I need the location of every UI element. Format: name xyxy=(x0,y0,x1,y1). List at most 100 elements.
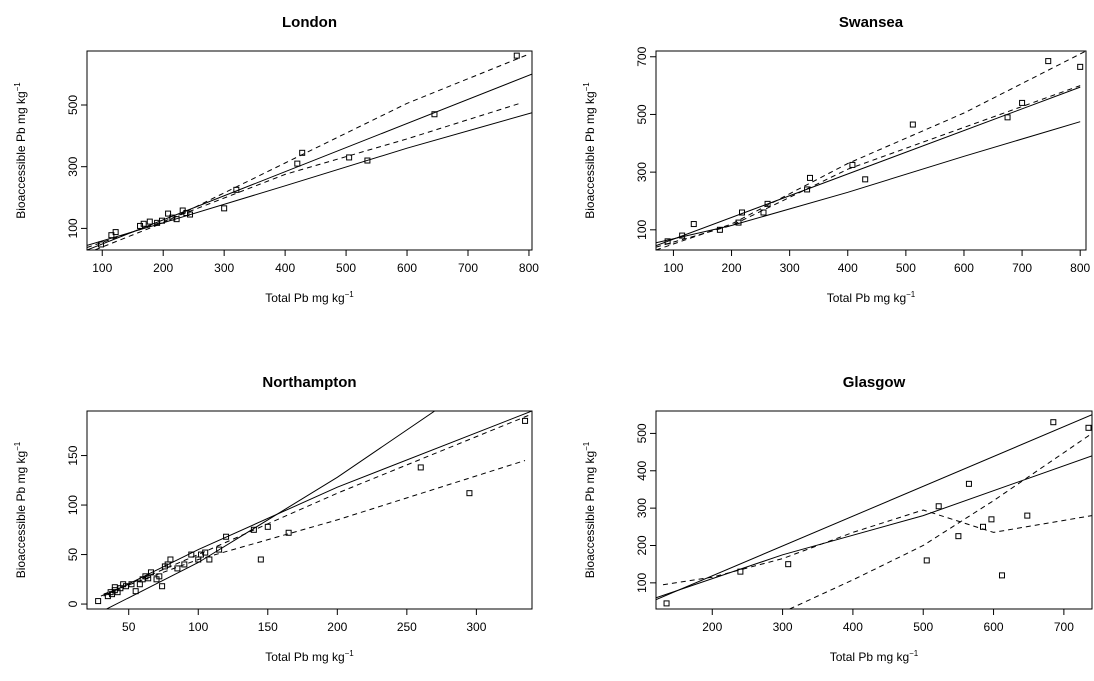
x-axis-label: Total Pb mg kg−1 xyxy=(827,290,916,305)
x-tick-label: 100 xyxy=(188,620,208,634)
x-tick-label: 500 xyxy=(913,620,933,634)
data-point xyxy=(128,581,135,588)
y-axis-label: Bioaccessible Pb mg kg−1 xyxy=(13,441,28,578)
y-tick-label: 150 xyxy=(66,445,80,465)
data-point xyxy=(257,556,264,563)
data-point xyxy=(804,186,811,193)
data-point xyxy=(145,575,152,582)
data-point xyxy=(223,533,230,540)
x-tick-label: 600 xyxy=(954,261,974,275)
y-tick-label: 0 xyxy=(66,600,80,607)
data-point xyxy=(202,549,209,556)
x-tick-label: 400 xyxy=(843,620,863,634)
data-point xyxy=(107,589,114,596)
data-point xyxy=(173,216,180,223)
chart-title: Glasgow xyxy=(843,374,906,391)
x-axis-label: Total Pb mg kg−1 xyxy=(265,649,354,664)
y-axis-label: Bioaccessible Pb mg kg−1 xyxy=(582,82,597,219)
x-tick-label: 200 xyxy=(722,261,742,275)
panel-swansea: Swansea 100 200 300 400 500 600 700 800 100 300 500… xyxy=(582,14,1091,305)
panel-glasgow: Glasgow 200 300 400 500 600 700 100 200 300 400 500… xyxy=(582,374,1093,664)
dashed-line xyxy=(656,85,1081,248)
dashed-line xyxy=(662,509,1092,586)
data-point xyxy=(909,121,916,128)
data-point xyxy=(146,218,153,225)
plot-frame xyxy=(86,50,533,251)
data-point xyxy=(250,526,257,533)
dashed-line xyxy=(93,53,530,250)
data-point xyxy=(346,154,353,161)
x-tick-label: 150 xyxy=(258,620,278,634)
y-tick-label: 700 xyxy=(635,46,649,66)
data-point xyxy=(98,241,105,248)
y-axis-label: Bioaccessible Pb mg kg−1 xyxy=(582,441,597,578)
panel-london: London 100 200 300 400 500 600 700 800 100 300 500 T… xyxy=(13,14,539,305)
data-point xyxy=(165,210,172,217)
x-tick-label: 50 xyxy=(122,620,136,634)
data-point xyxy=(431,111,438,118)
x-tick-label: 300 xyxy=(773,620,793,634)
data-point xyxy=(716,226,723,233)
data-point xyxy=(764,200,771,207)
y-axis-label: Bioaccessible Pb mg kg−1 xyxy=(13,82,28,219)
data-point xyxy=(122,583,129,590)
y-tick-label: 500 xyxy=(635,423,649,443)
x-tick-label: 300 xyxy=(780,261,800,275)
y-tick-label: 100 xyxy=(66,495,80,515)
y-tick-label: 50 xyxy=(66,548,80,562)
dashed-line xyxy=(103,460,526,595)
data-point xyxy=(663,600,670,607)
data-point xyxy=(108,232,115,239)
data-point xyxy=(181,561,188,568)
data-point xyxy=(513,52,520,59)
y-tick-label: 100 xyxy=(66,218,80,238)
data-point xyxy=(1019,99,1026,106)
data-point xyxy=(849,161,856,168)
y-tick-label: 100 xyxy=(635,573,649,593)
data-point xyxy=(1004,114,1011,121)
data-point xyxy=(167,556,174,563)
data-point xyxy=(299,149,306,156)
y-tick-label: 300 xyxy=(66,156,80,176)
data-point xyxy=(174,565,181,572)
data-point xyxy=(112,229,119,236)
x-tick-label: 200 xyxy=(327,620,347,634)
data-point xyxy=(1077,63,1084,70)
data-point xyxy=(147,569,154,576)
data-point xyxy=(1045,58,1052,65)
data-point xyxy=(679,232,686,239)
data-point xyxy=(739,209,745,216)
data-point xyxy=(923,557,930,564)
x-axis-label: Total Pb mg kg−1 xyxy=(830,649,919,664)
data-point xyxy=(364,157,371,164)
y-tick-label: 100 xyxy=(635,219,649,239)
solid-line xyxy=(87,73,532,250)
x-tick-label: 600 xyxy=(397,261,417,275)
data-point xyxy=(216,546,223,553)
data-point xyxy=(169,214,176,221)
data-point xyxy=(264,523,271,530)
plot-frame xyxy=(655,50,1087,251)
dashed-line xyxy=(656,51,1086,250)
data-point xyxy=(198,551,205,558)
data-point xyxy=(221,205,228,212)
plot-frame xyxy=(655,410,1093,610)
x-tick-label: 400 xyxy=(275,261,295,275)
solid-line xyxy=(103,411,532,597)
x-tick-label: 700 xyxy=(458,261,478,275)
data-point xyxy=(285,529,292,536)
data-point xyxy=(988,516,995,523)
data-point xyxy=(735,219,742,226)
data-point xyxy=(1085,424,1092,431)
data-point xyxy=(785,561,792,568)
data-point xyxy=(965,480,972,487)
data-point xyxy=(159,583,166,590)
chart-title: London xyxy=(282,14,337,31)
x-tick-label: 100 xyxy=(663,261,683,275)
data-point xyxy=(690,221,697,228)
dashed-line xyxy=(789,432,1092,609)
data-point xyxy=(862,176,869,183)
solid-line xyxy=(656,121,1081,244)
data-point xyxy=(998,572,1005,579)
